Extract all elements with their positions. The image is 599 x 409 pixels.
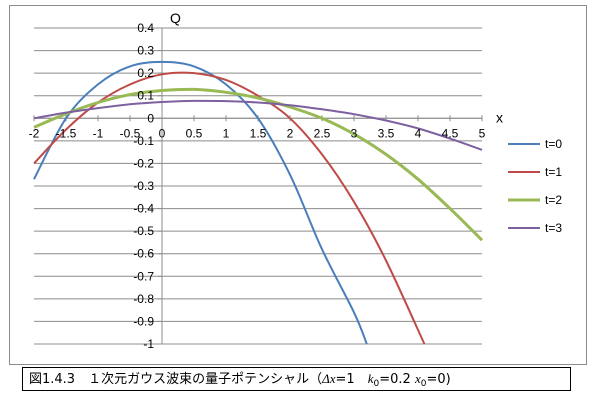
y-tick-label: -0.1 <box>133 134 154 148</box>
y-axis-title: Q <box>170 10 181 26</box>
x-tick-label: 4 <box>415 126 422 140</box>
y-tick-label: -0.9 <box>133 314 154 328</box>
x-axis-title: x <box>496 109 503 125</box>
y-tick-label: 0.2 <box>137 66 154 80</box>
y-tick-label: 0.4 <box>137 21 154 35</box>
legend-label: t=3 <box>545 221 562 235</box>
x-tick-label: 3 <box>351 126 358 140</box>
legend-label: t=2 <box>545 193 562 207</box>
y-tick-label: -1 <box>143 337 154 351</box>
tick-labels: -2 -1.5 -1 -0.5 0 0.5 1 1.5 2 2.5 3 3.5 4 4.5 5 0.4 0.3 0… <box>29 10 503 351</box>
x-tick-label: 2.5 <box>314 126 331 140</box>
caption-eq3: =0) <box>426 372 451 387</box>
y-tick-label: 0.1 <box>137 89 154 103</box>
caption-k-sub: 0 <box>373 379 380 389</box>
x-tick-label: 1.5 <box>250 126 267 140</box>
x-tick-label: 1 <box>223 126 230 140</box>
x-tick-label: -1 <box>93 126 104 140</box>
caption-x-sub: 0 <box>420 379 427 389</box>
y-tick-label: -0.5 <box>133 224 154 238</box>
x-tick-label: -0.5 <box>120 126 141 140</box>
legend-label: t=1 <box>545 165 562 179</box>
caption-fig-label: 図1.4.3 <box>29 372 76 387</box>
x-tick-label: 4.5 <box>442 126 459 140</box>
series-line-t3 <box>33 99 483 151</box>
y-tick-label: -0.4 <box>133 202 154 216</box>
chart-frame: -2 -1.5 -1 -0.5 0 0.5 1 1.5 2 2.5 3 3.5 4 4.5 5 0.4 0.3 0… <box>9 5 587 365</box>
caption-k: k <box>367 371 374 386</box>
x-tick-label: 0.5 <box>186 126 203 140</box>
y-tick-label: 0 <box>147 111 154 125</box>
y-tick-label: -0.3 <box>133 179 154 193</box>
y-tick-label: -0.8 <box>133 292 154 306</box>
gridlines <box>34 27 482 345</box>
caption-title: １次元ガウス波束の量子ポテンシャル（ <box>88 372 323 387</box>
y-tick-label: -0.7 <box>133 269 154 283</box>
caption-eq2: =0.2 <box>379 372 411 387</box>
caption-delta-x: Δx <box>322 371 336 386</box>
y-tick-label: -0.2 <box>133 156 154 170</box>
series-lines <box>33 60 484 345</box>
y-tick-label: -0.6 <box>133 247 154 261</box>
legend-label: t=0 <box>545 137 562 151</box>
figure-caption: 図1.4.3 １次元ガウス波束の量子ポテンシャル（Δx=1 k0=0.2 x0=… <box>22 367 571 391</box>
y-tick-label: 0.3 <box>137 44 154 58</box>
x-tick-label: -2 <box>29 126 40 140</box>
x-tick-label: 0 <box>159 126 166 140</box>
x-tick-label: 2 <box>287 126 294 140</box>
x-tick-label: -1.5 <box>56 126 77 140</box>
series-line-t2 <box>33 87 484 242</box>
chart-svg: -2 -1.5 -1 -0.5 0 0.5 1 1.5 2 2.5 3 3.5 4 4.5 5 0.4 0.3 0… <box>29 10 563 351</box>
series-line-t0 <box>33 60 368 345</box>
legend: t=0 t=1 t=2 t=3 <box>508 137 562 235</box>
caption-x0: x <box>414 371 421 386</box>
x-tick-label: 5 <box>479 126 486 140</box>
caption-eq1: =1 <box>335 372 355 387</box>
x-tick-label: 3.5 <box>378 126 395 140</box>
